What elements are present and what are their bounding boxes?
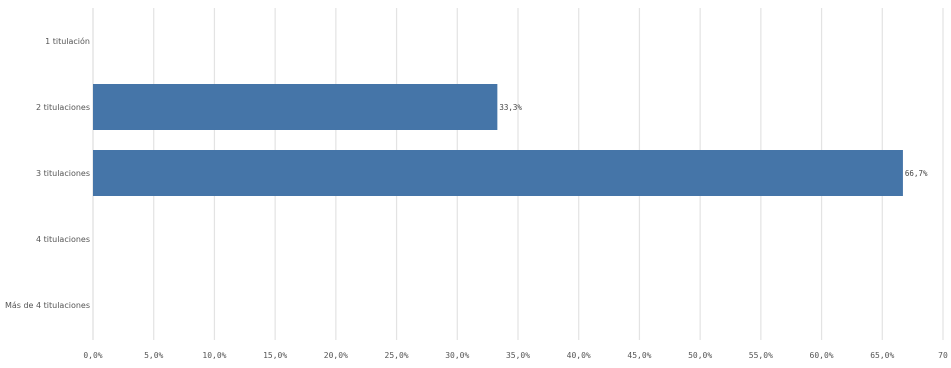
x-tick-label: 40,0% (567, 351, 591, 360)
x-tick-label: 25,0% (385, 351, 409, 360)
x-tick-label: 45,0% (627, 351, 651, 360)
x-tick-label: 0,0% (83, 351, 102, 360)
x-tick-label: 5,0% (144, 351, 163, 360)
x-tick-label: 10,0% (202, 351, 226, 360)
x-tick-label: 65,0% (870, 351, 894, 360)
data-label: 33,3% (499, 103, 522, 112)
x-tick-label: 20,0% (324, 351, 348, 360)
data-label: 66,7% (905, 169, 928, 178)
x-tick-label: 30,0% (445, 351, 469, 360)
x-tick-label: 50,0% (688, 351, 712, 360)
x-axis-tick-labels: 0,0% 5,0% 10,0% 15,0% 20,0% 25,0% 30,0% 35,0% 40… (83, 351, 948, 360)
category-label: 1 titulación (45, 36, 90, 46)
bar-2 (93, 84, 498, 130)
x-tick-label: 70 (938, 351, 948, 360)
category-label: 4 titulaciones (36, 235, 90, 244)
x-tick-label: 15,0% (263, 351, 287, 360)
category-label: 3 titulaciones (36, 169, 90, 178)
category-label: Más de 4 titulaciones (5, 301, 90, 310)
x-tick-label: 55,0% (749, 351, 773, 360)
category-labels: 1 titulación 2 titulaciones 3 titulaciones… (5, 36, 90, 310)
x-tick-label: 35,0% (506, 351, 530, 360)
bars (93, 84, 903, 196)
category-label: 2 titulaciones (36, 103, 90, 112)
data-labels: 33,3% 66,7% (499, 103, 928, 178)
bar-3 (93, 150, 903, 196)
x-tick-label: 60,0% (810, 351, 834, 360)
